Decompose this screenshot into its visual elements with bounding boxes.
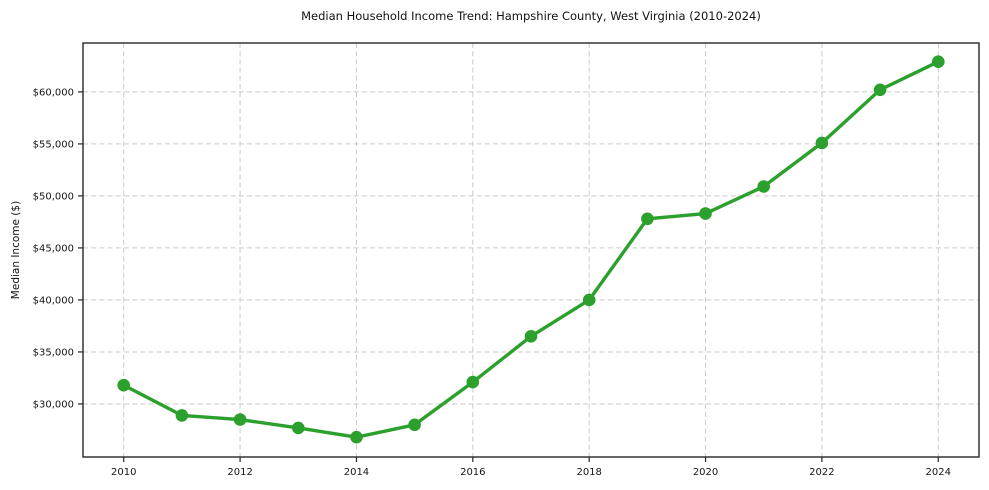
- data-point-marker: [932, 55, 945, 68]
- data-point-marker: [466, 375, 480, 389]
- data-point-marker: [292, 421, 305, 435]
- x-tick-label: 2016: [460, 467, 485, 478]
- y-tick-label: $40,000: [33, 295, 74, 306]
- trend-line: [121, 60, 940, 439]
- data-point-marker: [641, 212, 654, 226]
- x-tick-label: 2018: [576, 467, 601, 478]
- x-tick-label: 2024: [926, 467, 951, 478]
- plot-border: [82, 42, 980, 458]
- data-point-marker: [873, 83, 887, 97]
- x-tick-label: 2014: [344, 467, 369, 478]
- y-tick-label: $45,000: [33, 243, 74, 254]
- data-point-marker: [350, 430, 363, 444]
- data-point-marker: [582, 293, 596, 307]
- x-tick-label: 2020: [693, 467, 718, 478]
- y-tick-label: $55,000: [33, 139, 74, 150]
- x-tick-label: 2012: [227, 467, 252, 478]
- data-point-marker: [408, 418, 421, 432]
- data-point-marker: [524, 330, 538, 343]
- data-point-marker: [175, 409, 189, 422]
- y-tick-label: $35,000: [33, 347, 74, 358]
- x-tick-label: 2022: [809, 467, 834, 478]
- data-point-marker: [699, 207, 712, 220]
- data-point-marker: [815, 136, 829, 150]
- y-tick-label: $60,000: [33, 87, 74, 98]
- chart-title: Median Household Income Trend: Hampshire…: [301, 9, 761, 23]
- y-tick-label: $30,000: [33, 399, 74, 410]
- data-point-marker: [757, 180, 770, 193]
- x-tick-label: 2010: [111, 467, 136, 478]
- y-tick-label: $50,000: [33, 191, 74, 202]
- data-point-marker: [117, 378, 130, 392]
- data-point-marker: [233, 413, 247, 426]
